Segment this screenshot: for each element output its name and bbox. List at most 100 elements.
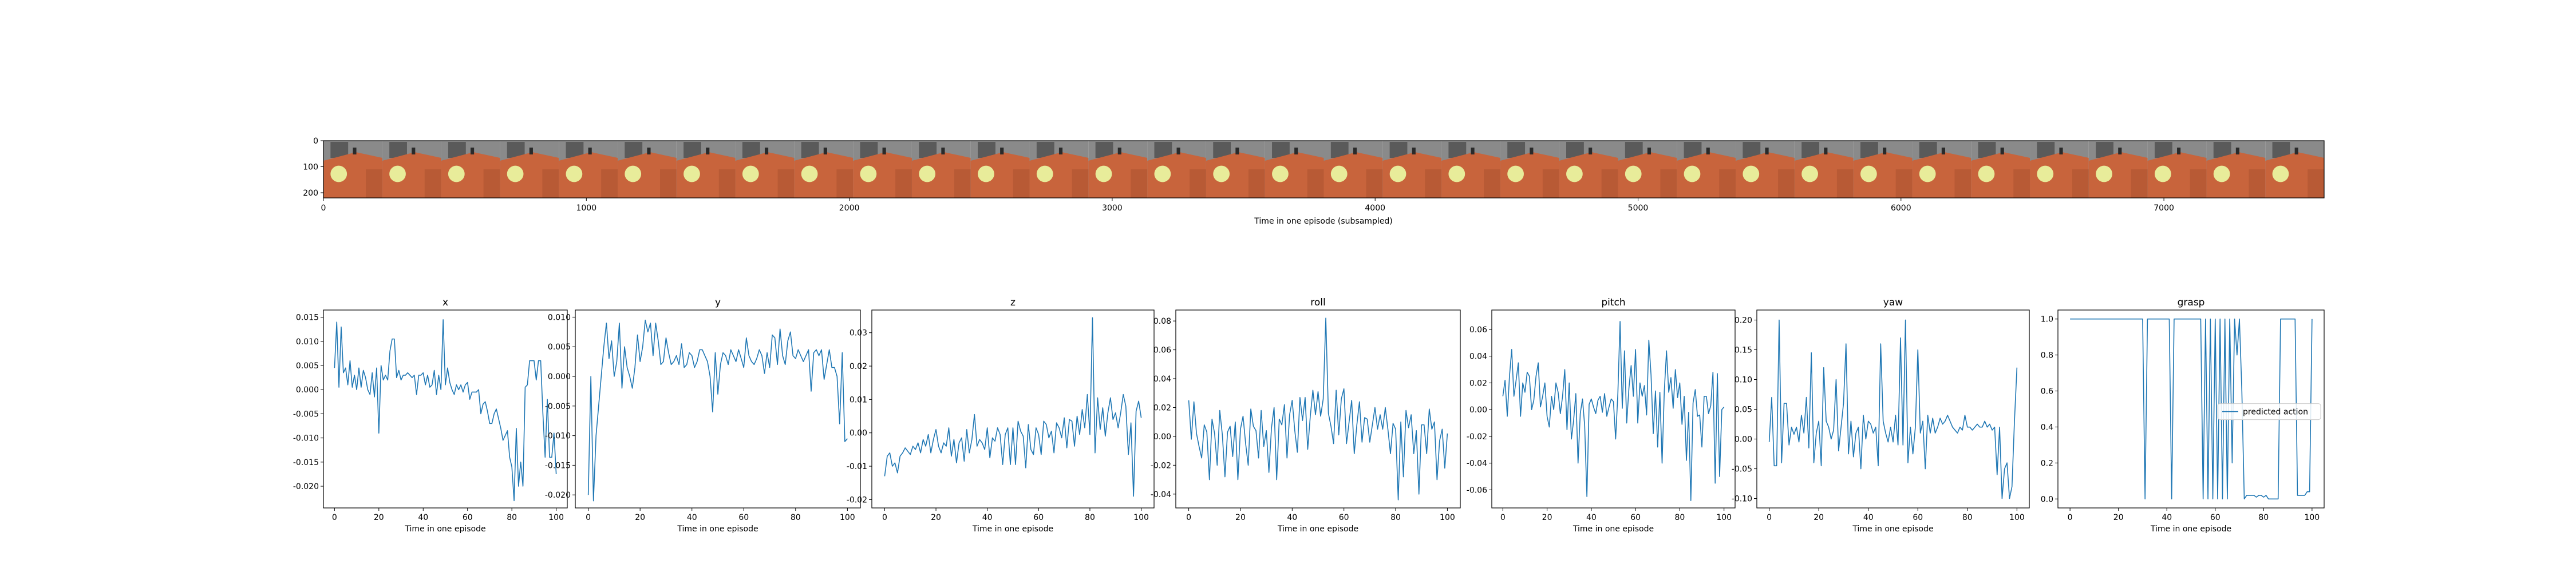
x-tick: 80 <box>2258 508 2269 522</box>
x-tick: 0 <box>332 508 337 522</box>
y-tick-label: 0.05 <box>1735 406 1752 415</box>
strip-y-tick: 200 <box>303 189 323 198</box>
y-tick-label: -0.020 <box>545 491 571 500</box>
chart-title: z <box>1010 297 1016 308</box>
x-tick-label: 20 <box>635 513 645 522</box>
strip-x-tick: 5000 <box>1628 198 1649 213</box>
x-tick: 40 <box>418 508 428 522</box>
series-line <box>2070 318 2313 500</box>
frame-thumbnail <box>2147 141 2207 198</box>
x-tick-label: 80 <box>1085 513 1095 522</box>
y-tick-label: 0.2 <box>2041 459 2053 468</box>
x-tick: 0 <box>1500 508 1506 522</box>
y-tick-label: -0.010 <box>293 434 319 443</box>
x-tick: 60 <box>1339 508 1349 522</box>
y-tick-label: -0.02 <box>1151 461 1171 470</box>
frame-thumbnail <box>853 141 912 198</box>
x-tick: 60 <box>1913 508 1923 522</box>
frame-thumbnail <box>2030 141 2089 198</box>
x-tick: 60 <box>463 508 473 522</box>
strip-x-tick-label: 5000 <box>1628 204 1649 213</box>
x-tick: 20 <box>931 508 941 522</box>
x-axis-label: Time in one episode <box>1573 525 1654 534</box>
y-tick-label: 0.00 <box>850 429 867 438</box>
plot-frame <box>871 309 1155 509</box>
x-tick-label: 0 <box>586 513 591 522</box>
frame-thumbnail <box>1677 141 1736 198</box>
y-tick: -0.06 <box>1467 486 1492 495</box>
y-tick: 0.00 <box>1469 406 1492 415</box>
x-tick-label: 100 <box>1133 513 1149 522</box>
frame-thumbnail <box>559 141 618 198</box>
x-tick: 60 <box>1033 508 1044 522</box>
frame-thumbnail <box>323 141 382 198</box>
y-tick: 0.20 <box>1735 316 1757 325</box>
legend: predicted action <box>2217 403 2321 420</box>
x-tick-label: 80 <box>791 513 801 522</box>
x-tick: 80 <box>791 508 801 522</box>
x-tick-label: 40 <box>2162 513 2172 522</box>
y-tick-label: -0.02 <box>1467 432 1487 442</box>
y-tick: -0.02 <box>1151 461 1176 470</box>
frame-thumbnail <box>617 141 677 198</box>
x-axis-label: Time in one episode <box>1277 525 1358 534</box>
x-tick: 0 <box>2068 508 2073 522</box>
x-tick: 100 <box>1716 508 1732 522</box>
strip-y-tick-label: 200 <box>303 189 318 198</box>
frame-thumbnail <box>970 141 1030 198</box>
x-tick: 100 <box>840 508 855 522</box>
y-tick: 0.010 <box>548 313 575 322</box>
chart-title: grasp <box>2178 297 2205 308</box>
x-tick: 60 <box>1630 508 1641 522</box>
y-tick: -0.010 <box>293 434 323 443</box>
x-tick: 80 <box>1085 508 1095 522</box>
frame-thumbnail <box>1441 141 1500 198</box>
y-tick-label: 0.06 <box>1469 325 1487 335</box>
strip-x-tick-label: 1000 <box>576 204 596 213</box>
x-tick-label: 20 <box>1814 513 1824 522</box>
y-tick: 0.00 <box>1735 435 1757 444</box>
frame-thumbnail <box>1736 141 1795 198</box>
y-tick-label: 0.000 <box>548 372 571 382</box>
y-tick: -0.02 <box>847 495 872 505</box>
y-tick: -0.015 <box>293 458 323 467</box>
y-tick-label: -0.020 <box>293 482 319 491</box>
x-tick: 80 <box>507 508 517 522</box>
frame-thumbnail <box>2265 141 2324 198</box>
strip-y-tick-label: 0 <box>313 137 318 146</box>
y-tick: 0.05 <box>1735 406 1757 415</box>
episode-frame-strip: 0 100 200 0 1000 2000 3000 4000 5000 6000 7000 Ti… <box>303 137 2325 226</box>
x-tick: 100 <box>1133 508 1149 522</box>
y-tick: -0.04 <box>1151 490 1176 499</box>
x-tick-label: 60 <box>463 513 473 522</box>
y-tick-label: 0.015 <box>296 313 319 323</box>
y-tick-label: -0.04 <box>1151 490 1171 499</box>
plot-frame <box>1491 309 1736 509</box>
y-tick-label: 0.20 <box>1735 316 1752 325</box>
y-tick: 0.02 <box>1153 403 1176 412</box>
x-tick-label: 60 <box>1630 513 1641 522</box>
x-tick: 40 <box>1863 508 1874 522</box>
x-tick: 20 <box>1542 508 1552 522</box>
x-tick-label: 40 <box>418 513 428 522</box>
y-tick: 0.2 <box>2041 459 2058 468</box>
y-tick: 0.04 <box>1469 352 1492 362</box>
strip-x-tick-label: 2000 <box>839 204 860 213</box>
y-tick-label: 0.06 <box>1153 346 1171 355</box>
frame-thumbnail <box>911 141 971 198</box>
y-tick: 0.005 <box>296 362 323 371</box>
series-line <box>587 319 848 502</box>
x-tick-label: 20 <box>931 513 941 522</box>
strip-x-tick-label: 7000 <box>2154 204 2174 213</box>
y-tick: 0.03 <box>850 329 872 338</box>
y-tick-label: -0.010 <box>545 432 571 441</box>
y-tick-label: -0.005 <box>545 402 571 411</box>
strip-x-ticks: 0 1000 2000 3000 4000 5000 6000 7000 <box>321 198 2174 213</box>
frame-thumbnail <box>1206 141 1265 198</box>
strip-x-tick: 2000 <box>839 198 860 213</box>
frame-thumbnail <box>794 141 854 198</box>
y-tick: 0.6 <box>2041 387 2058 396</box>
frame-thumbnail <box>1265 141 1324 198</box>
y-tick: 0.8 <box>2041 351 2058 360</box>
